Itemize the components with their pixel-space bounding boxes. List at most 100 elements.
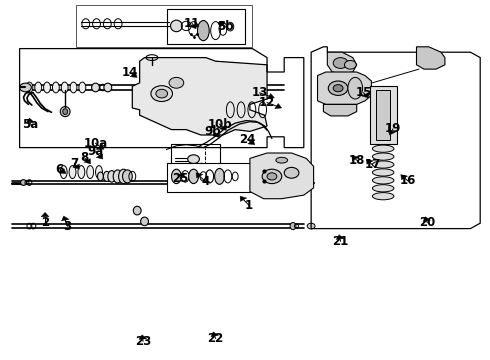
Ellipse shape <box>52 82 59 93</box>
Polygon shape <box>62 216 69 221</box>
Polygon shape <box>388 130 395 135</box>
Polygon shape <box>97 144 104 149</box>
Text: 12: 12 <box>259 96 275 109</box>
Polygon shape <box>84 159 91 164</box>
Ellipse shape <box>372 193 394 200</box>
Ellipse shape <box>276 157 288 163</box>
Polygon shape <box>248 140 255 145</box>
Ellipse shape <box>372 153 394 160</box>
Ellipse shape <box>87 166 94 179</box>
Ellipse shape <box>372 177 394 184</box>
Ellipse shape <box>60 107 70 117</box>
Polygon shape <box>327 52 357 74</box>
Polygon shape <box>59 168 66 174</box>
Ellipse shape <box>372 185 394 192</box>
Bar <box>167 9 245 44</box>
Ellipse shape <box>92 83 99 92</box>
Bar <box>171 144 220 170</box>
Ellipse shape <box>122 170 132 183</box>
Ellipse shape <box>26 82 33 93</box>
Circle shape <box>262 169 282 184</box>
Ellipse shape <box>98 172 103 181</box>
Ellipse shape <box>63 109 68 114</box>
Text: 5a: 5a <box>22 118 39 131</box>
Text: 20: 20 <box>419 216 436 229</box>
Ellipse shape <box>61 82 68 93</box>
Text: 16: 16 <box>399 174 416 187</box>
Bar <box>167 163 250 192</box>
Ellipse shape <box>70 82 77 93</box>
Polygon shape <box>275 103 282 109</box>
Text: 10b: 10b <box>207 118 232 131</box>
Ellipse shape <box>119 169 128 184</box>
Ellipse shape <box>372 145 394 152</box>
Text: 9b: 9b <box>205 125 221 138</box>
Text: 21: 21 <box>332 235 349 248</box>
Circle shape <box>267 173 277 180</box>
Text: 19: 19 <box>385 122 401 135</box>
Circle shape <box>328 81 348 95</box>
Text: 14: 14 <box>122 66 138 79</box>
Polygon shape <box>96 154 103 159</box>
Polygon shape <box>416 47 445 69</box>
Circle shape <box>333 85 343 92</box>
Polygon shape <box>213 132 220 138</box>
Text: 18: 18 <box>348 154 365 167</box>
Ellipse shape <box>290 222 296 230</box>
Polygon shape <box>26 118 34 123</box>
Text: 1: 1 <box>245 199 253 212</box>
Text: 3: 3 <box>64 220 72 233</box>
Text: 23: 23 <box>135 335 151 348</box>
Ellipse shape <box>103 171 110 181</box>
Bar <box>370 86 397 144</box>
Polygon shape <box>268 94 274 99</box>
Ellipse shape <box>372 161 394 168</box>
Text: 25: 25 <box>172 172 189 185</box>
Polygon shape <box>250 153 314 199</box>
Polygon shape <box>423 217 431 222</box>
Ellipse shape <box>113 170 122 183</box>
Circle shape <box>307 223 315 229</box>
Ellipse shape <box>96 166 102 179</box>
Polygon shape <box>362 93 368 98</box>
Polygon shape <box>130 72 137 77</box>
Circle shape <box>169 77 184 88</box>
Ellipse shape <box>133 206 141 215</box>
Circle shape <box>156 89 168 98</box>
Ellipse shape <box>172 169 181 184</box>
Polygon shape <box>178 173 185 178</box>
Ellipse shape <box>44 82 50 93</box>
Text: 24: 24 <box>239 133 256 146</box>
Polygon shape <box>240 196 247 201</box>
Text: 5b: 5b <box>217 21 234 33</box>
Circle shape <box>151 86 172 102</box>
Text: 6: 6 <box>56 163 64 176</box>
Ellipse shape <box>215 168 224 184</box>
Polygon shape <box>220 125 226 130</box>
Text: 17: 17 <box>364 158 381 171</box>
Ellipse shape <box>21 180 26 185</box>
Ellipse shape <box>79 82 86 93</box>
Polygon shape <box>218 22 225 27</box>
Polygon shape <box>352 156 359 161</box>
Polygon shape <box>211 332 219 337</box>
Text: 9a: 9a <box>87 145 104 158</box>
Ellipse shape <box>141 217 148 226</box>
Circle shape <box>333 58 348 68</box>
Ellipse shape <box>189 169 198 184</box>
Polygon shape <box>318 72 371 104</box>
Text: 2: 2 <box>41 216 49 229</box>
Circle shape <box>188 155 199 163</box>
Polygon shape <box>401 175 408 180</box>
Text: 7: 7 <box>71 157 78 170</box>
Text: 10a: 10a <box>83 137 108 150</box>
Ellipse shape <box>60 166 67 179</box>
Circle shape <box>20 83 31 92</box>
Polygon shape <box>367 159 373 164</box>
Text: 4: 4 <box>202 175 210 188</box>
Ellipse shape <box>108 171 116 182</box>
Bar <box>76 5 252 47</box>
Polygon shape <box>132 58 267 135</box>
Ellipse shape <box>295 180 300 185</box>
Ellipse shape <box>197 21 209 41</box>
